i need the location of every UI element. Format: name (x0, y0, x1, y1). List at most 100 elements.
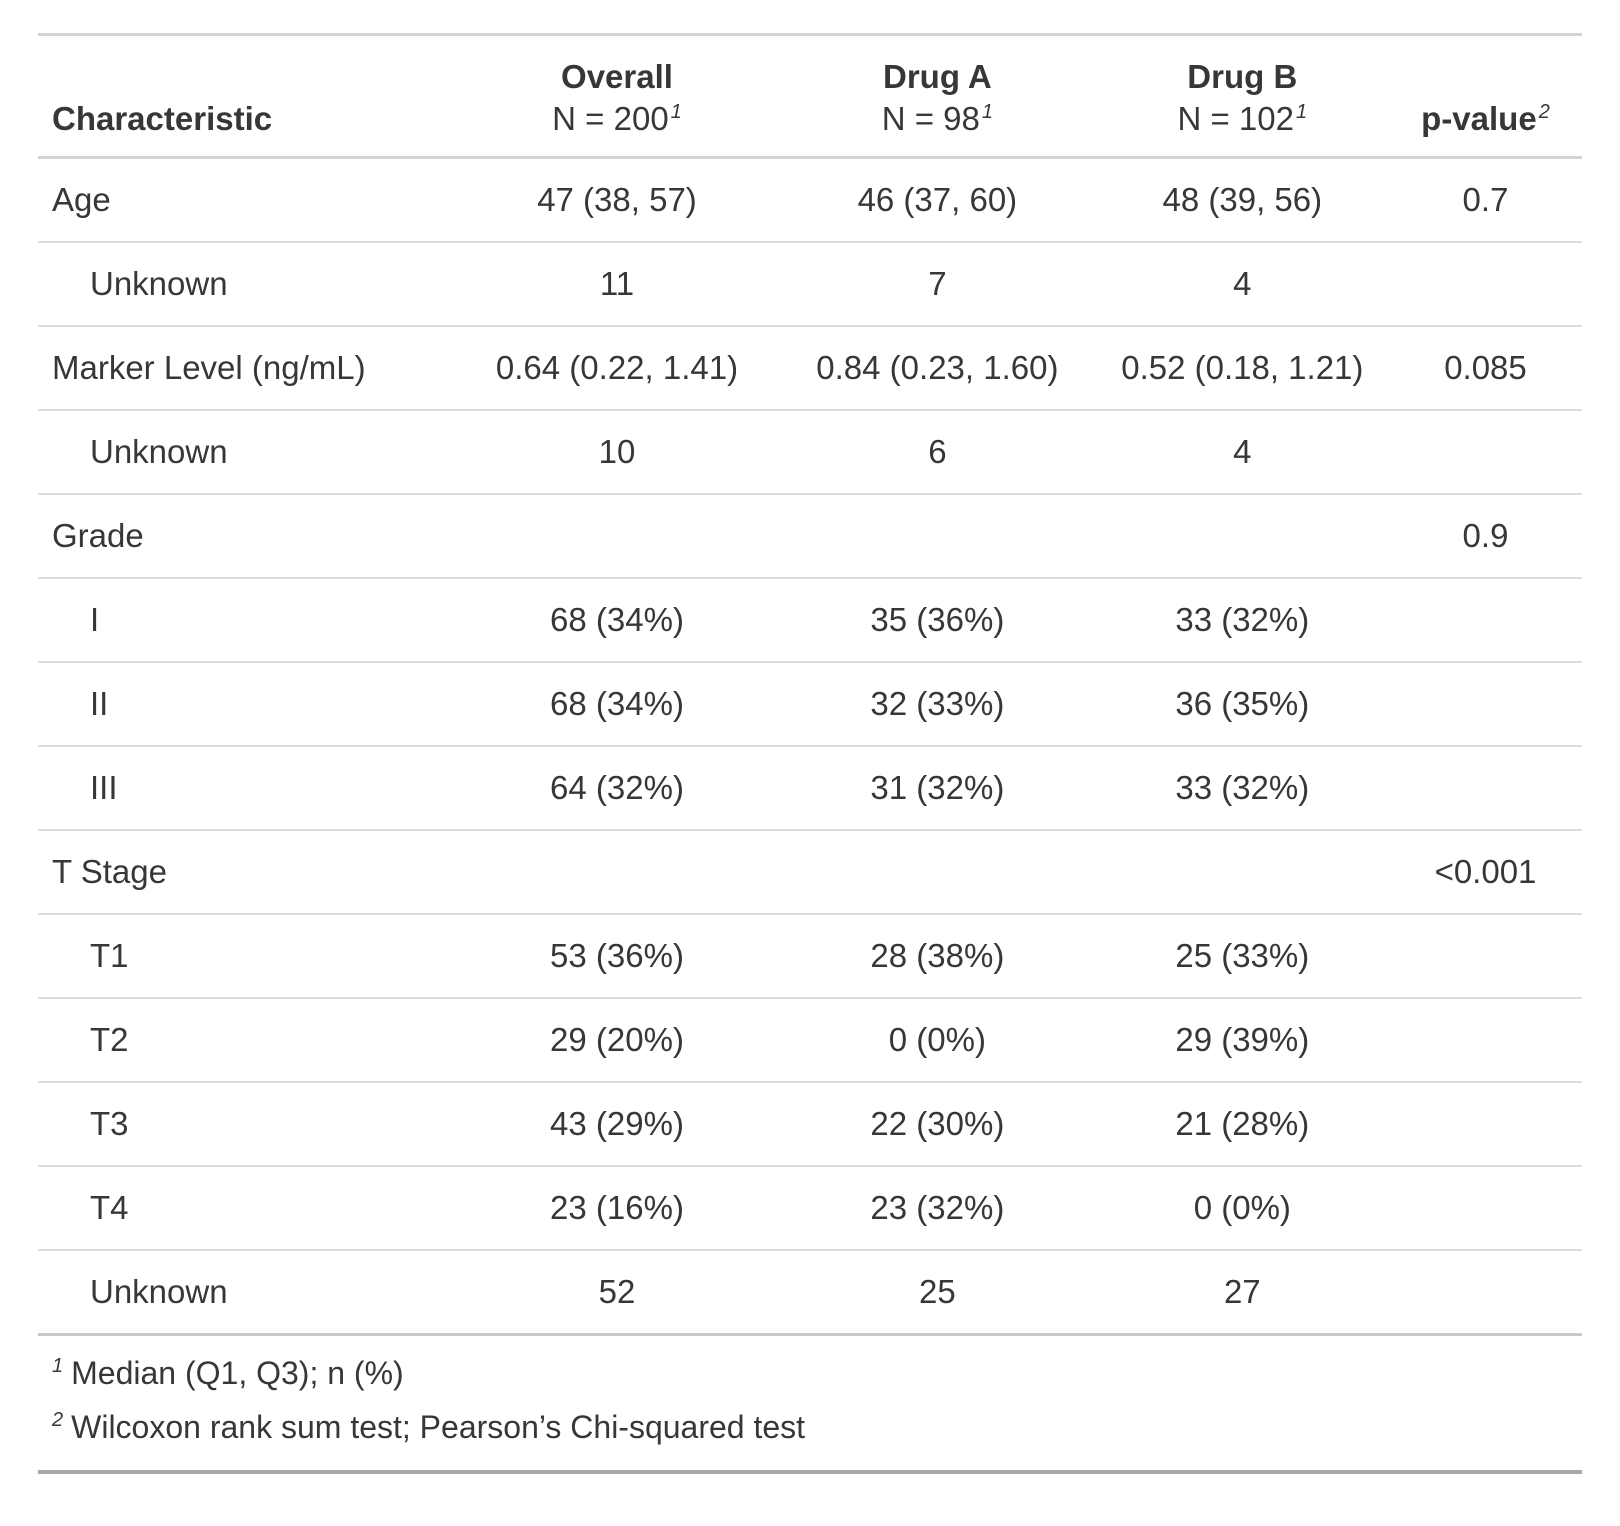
row-label: Marker Level (ng/mL) (38, 326, 455, 411)
column-label: Drug B (1187, 58, 1298, 95)
table-row-t-stage: T Stage <0.001 (38, 830, 1582, 915)
cell-overall (454, 830, 780, 915)
column-header-drug-a: Drug A N = 98 1 (779, 34, 1096, 159)
table-row-t4: T4 23 (16%) 23 (32%) 0 (0%) (38, 1166, 1582, 1251)
footnote-2: 2 Wilcoxon rank sum test; Pearson’s Chi-s… (38, 1400, 1582, 1454)
cell-drug-b: 4 (1095, 410, 1389, 495)
cell-drug-b: 33 (32%) (1095, 578, 1389, 663)
table-row-t3: T3 43 (29%) 22 (30%) 21 (28%) (38, 1082, 1582, 1167)
cell-overall: 29 (20%) (454, 998, 780, 1083)
cell-drug-b: 29 (39%) (1095, 998, 1389, 1083)
cell-drug-b: 4 (1095, 242, 1389, 327)
cell-p-value (1388, 410, 1582, 495)
row-label: I (38, 578, 455, 663)
row-label: Grade (38, 494, 455, 579)
p-value-text: p-value (1421, 100, 1537, 137)
cell-p-value (1388, 1166, 1582, 1251)
cell-p-value (1388, 242, 1582, 327)
column-header-overall: Overall N = 200 1 (454, 34, 780, 159)
summary-table: Characteristic Overall N = 200 1 Drug A N… (38, 33, 1582, 1336)
cell-drug-a: 25 (779, 1250, 1096, 1336)
cell-p-value (1388, 998, 1582, 1083)
cell-drug-a: 0.84 (0.23, 1.60) (779, 326, 1096, 411)
cell-p-value: 0.7 (1388, 157, 1582, 243)
cell-overall (454, 494, 780, 579)
footnote-text: Wilcoxon rank sum test; Pearson’s Chi-sq… (71, 1409, 806, 1445)
column-label: Overall (561, 58, 673, 95)
cell-drug-b: 33 (32%) (1095, 746, 1389, 831)
cell-p-value (1388, 662, 1582, 747)
cell-drug-b: 27 (1095, 1250, 1389, 1336)
column-header-drug-b: Drug B N = 102 1 (1095, 34, 1389, 159)
n-text: N = 102 (1177, 100, 1294, 137)
row-label: T2 (38, 998, 455, 1083)
row-label: Unknown (38, 1250, 455, 1336)
footnote-marker: 1 (1295, 101, 1308, 123)
footnote-marker: 2 (52, 1409, 64, 1432)
cell-drug-a: 28 (38%) (779, 914, 1096, 999)
column-label: p-value 2 (1397, 98, 1574, 140)
row-label: III (38, 746, 455, 831)
cell-overall: 64 (32%) (454, 746, 780, 831)
cell-overall: 47 (38, 57) (454, 157, 780, 243)
cell-p-value (1388, 746, 1582, 831)
cell-p-value: 0.9 (1388, 494, 1582, 579)
cell-drug-b: 36 (35%) (1095, 662, 1389, 747)
cell-p-value (1388, 578, 1582, 663)
cell-drug-a (779, 830, 1096, 915)
column-header-characteristic: Characteristic (38, 34, 455, 159)
cell-p-value (1388, 1082, 1582, 1167)
row-label: Unknown (38, 242, 455, 327)
footnote-marker: 1 (670, 101, 682, 123)
table-row-marker-unknown: Unknown 10 6 4 (38, 410, 1582, 495)
cell-drug-a: 32 (33%) (779, 662, 1096, 747)
cell-overall: 52 (454, 1250, 780, 1336)
cell-drug-b (1095, 494, 1389, 579)
cell-overall: 11 (454, 242, 780, 327)
cell-p-value (1388, 914, 1582, 999)
cell-overall: 43 (29%) (454, 1082, 780, 1167)
cell-drug-a: 23 (32%) (779, 1166, 1096, 1251)
table-row-grade-3: III 64 (32%) 31 (32%) 33 (32%) (38, 746, 1582, 831)
cell-p-value: <0.001 (1388, 830, 1582, 915)
table-row-age-unknown: Unknown 11 7 4 (38, 242, 1582, 327)
footnote-text: Median (Q1, Q3); n (%) (71, 1355, 404, 1391)
cell-drug-b: 21 (28%) (1095, 1082, 1389, 1167)
cell-drug-b: 0 (0%) (1095, 1166, 1389, 1251)
cell-drug-a: 0 (0%) (779, 998, 1096, 1083)
table-body: Age 47 (38, 57) 46 (37, 60) 48 (39, 56) … (38, 157, 1582, 1336)
row-label: II (38, 662, 455, 747)
row-label: Unknown (38, 410, 455, 495)
column-n: N = 98 1 (787, 98, 1088, 140)
row-label: T4 (38, 1166, 455, 1251)
table-row-grade-1: I 68 (34%) 35 (36%) 33 (32%) (38, 578, 1582, 663)
cell-p-value (1388, 1250, 1582, 1336)
row-label: T1 (38, 914, 455, 999)
table-header: Characteristic Overall N = 200 1 Drug A N… (38, 34, 1582, 159)
column-n: N = 200 1 (463, 98, 771, 140)
footnote-1: 1 Median (Q1, Q3); n (%) (38, 1346, 1582, 1400)
cell-overall: 0.64 (0.22, 1.41) (454, 326, 780, 411)
table-row-t2: T2 29 (20%) 0 (0%) 29 (39%) (38, 998, 1582, 1083)
header-row: Characteristic Overall N = 200 1 Drug A N… (38, 34, 1582, 159)
table-row-t-stage-unknown: Unknown 52 25 27 (38, 1250, 1582, 1336)
cell-overall: 23 (16%) (454, 1166, 780, 1251)
table-row-t1: T1 53 (36%) 28 (38%) 25 (33%) (38, 914, 1582, 999)
row-label: Age (38, 157, 455, 243)
footnote-marker: 2 (1538, 101, 1550, 123)
cell-p-value: 0.085 (1388, 326, 1582, 411)
row-label: T3 (38, 1082, 455, 1167)
n-text: N = 98 (881, 100, 980, 137)
footnote-marker: 1 (981, 101, 993, 123)
n-text: N = 200 (552, 100, 669, 137)
cell-overall: 10 (454, 410, 780, 495)
column-header-p-value: p-value 2 (1388, 34, 1582, 159)
cell-drug-b: 48 (39, 56) (1095, 157, 1389, 243)
cell-overall: 53 (36%) (454, 914, 780, 999)
column-label: Drug A (882, 58, 992, 95)
cell-drug-a: 31 (32%) (779, 746, 1096, 831)
cell-drug-b: 0.52 (0.18, 1.21) (1095, 326, 1389, 411)
cell-drug-a: 22 (30%) (779, 1082, 1096, 1167)
row-label: T Stage (38, 830, 455, 915)
